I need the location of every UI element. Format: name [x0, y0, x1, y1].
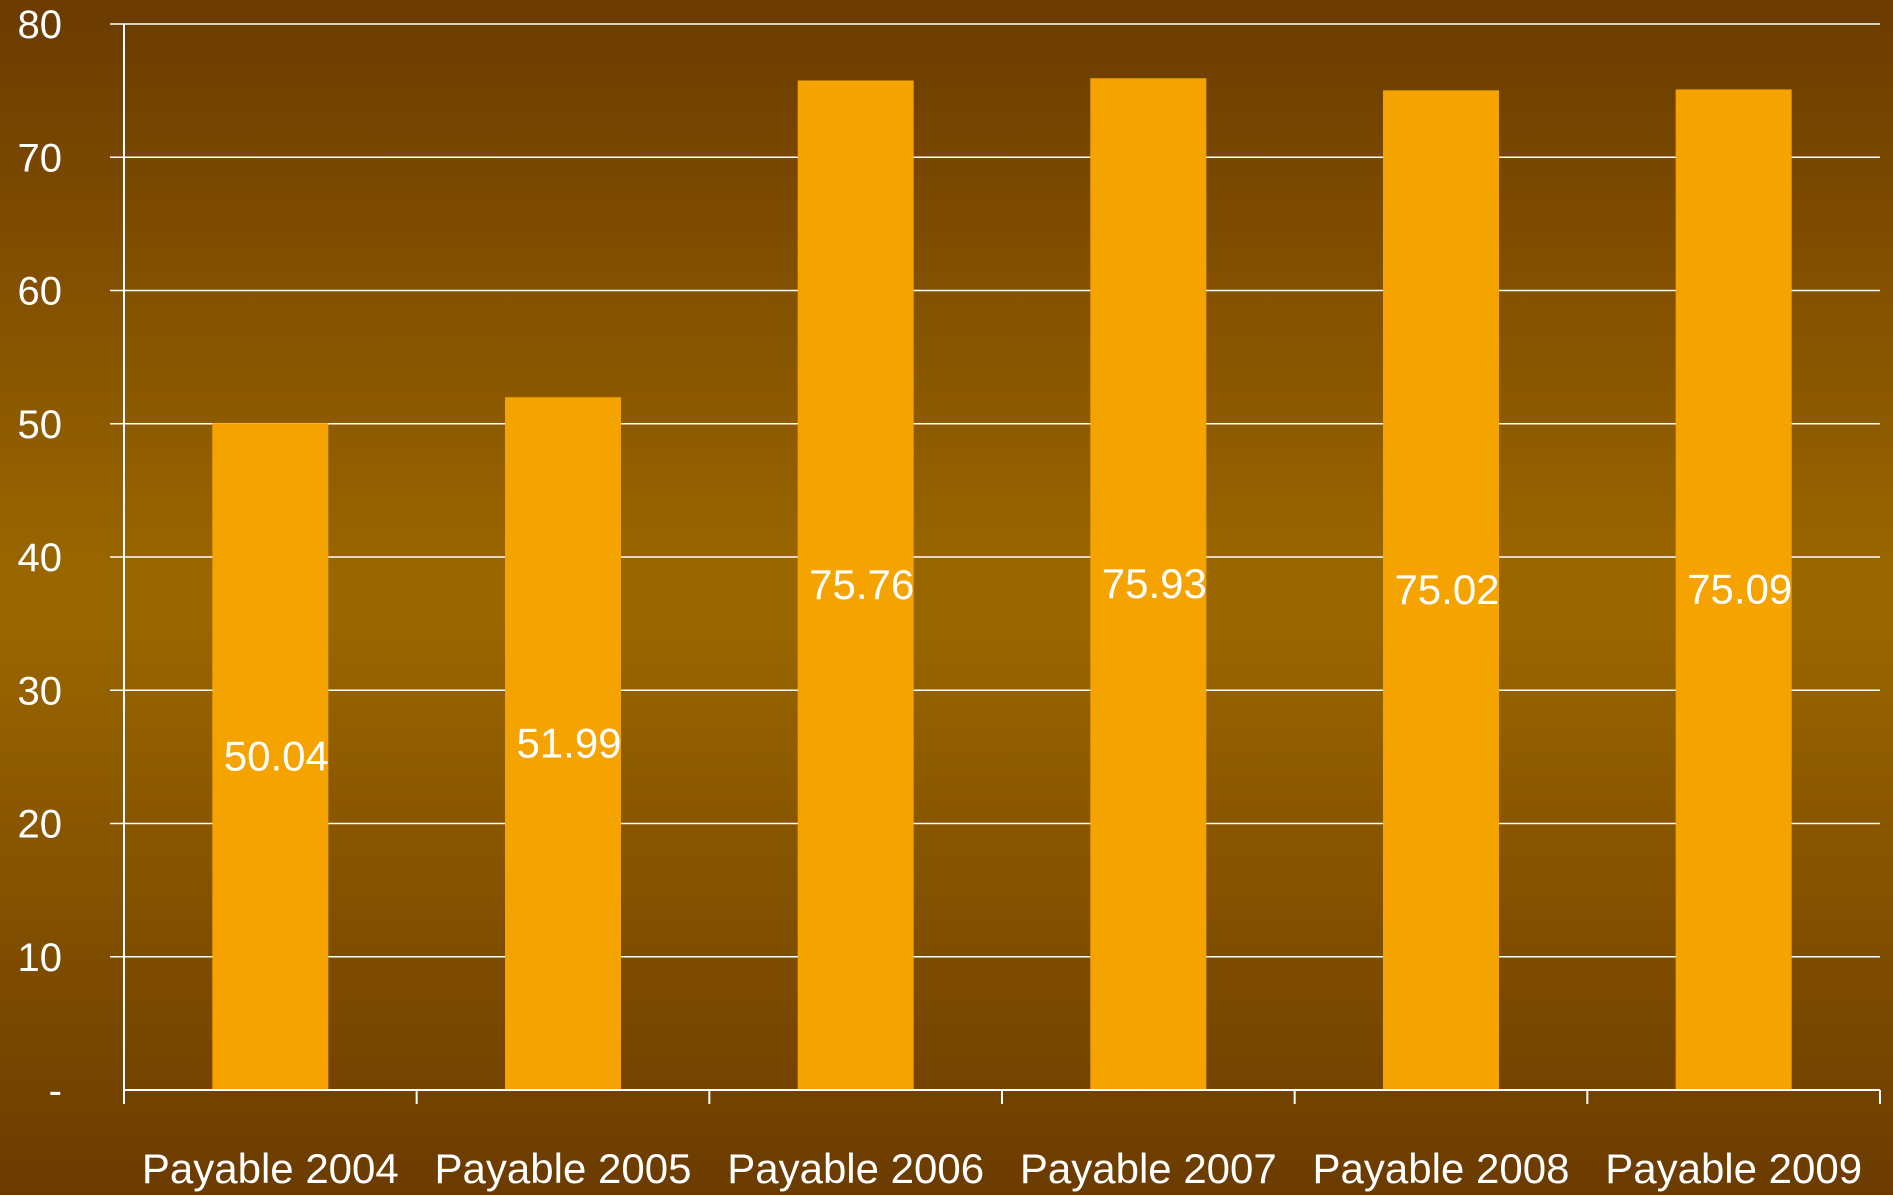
- y-tick-label: -: [49, 1069, 62, 1113]
- y-tick-label: 80: [18, 3, 63, 47]
- data-label: 75.09: [1687, 566, 1792, 613]
- y-tick-label: 20: [18, 803, 63, 847]
- x-tick-label: Payable 2008: [1313, 1145, 1570, 1192]
- bar: [212, 423, 329, 1090]
- data-label: 75.93: [1102, 560, 1207, 607]
- x-tick-label: Payable 2004: [142, 1145, 399, 1192]
- y-tick-label: 50: [18, 403, 63, 447]
- gridlines: [110, 23, 1880, 958]
- x-tick-label: Payable 2007: [1020, 1145, 1277, 1192]
- data-label: 75.02: [1394, 566, 1499, 613]
- x-tick-label: Payable 2006: [727, 1145, 984, 1192]
- bar: [505, 397, 621, 1090]
- data-label: 51.99: [516, 720, 621, 767]
- y-tick-label: 70: [18, 136, 63, 180]
- y-tick-label: 10: [18, 936, 63, 980]
- labels: - 10 20 30 40 50 60 70 80 50.04 Payable 2004 51.99 P…: [18, 3, 1863, 1192]
- bars: [212, 78, 1792, 1091]
- bar: [1090, 78, 1207, 1091]
- y-tick-label: 60: [18, 270, 63, 314]
- data-label: 50.04: [224, 733, 329, 780]
- y-tick-label: 30: [18, 669, 63, 713]
- bar: [1383, 90, 1499, 1090]
- axes: [123, 24, 1881, 1104]
- y-tick-label: 40: [18, 536, 63, 580]
- data-label: 75.76: [809, 561, 914, 608]
- x-tick-label: Payable 2005: [435, 1145, 692, 1192]
- bar: [797, 80, 914, 1091]
- x-tick-label: Payable 2009: [1605, 1145, 1862, 1192]
- bar: [1675, 89, 1792, 1090]
